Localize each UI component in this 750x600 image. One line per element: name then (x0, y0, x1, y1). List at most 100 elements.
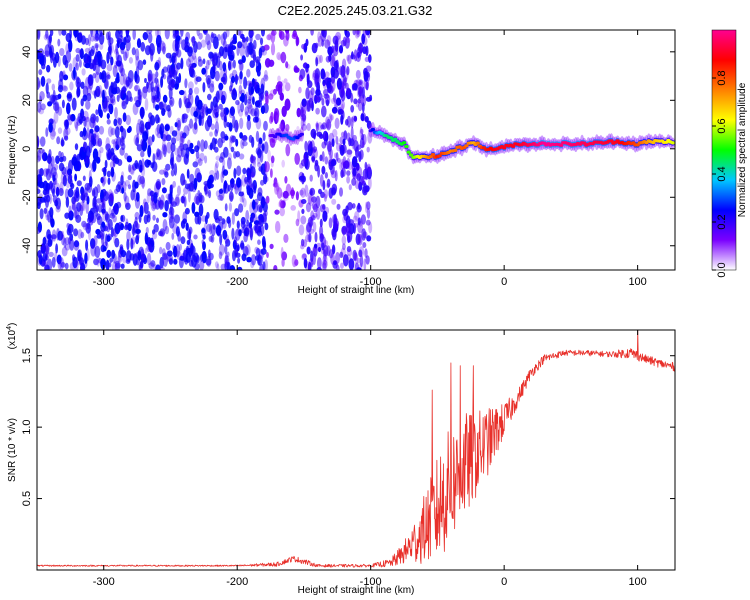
noise-speckle-2 (326, 118, 332, 131)
noise-speckle-2 (331, 198, 337, 205)
noise-speckle-0 (108, 103, 113, 111)
noise-speckle-2 (336, 203, 341, 210)
noise-speckle-0 (130, 238, 134, 250)
noise-speckle-0 (247, 223, 252, 232)
noise-speckle-0 (147, 121, 151, 130)
noise-speckle-0 (185, 31, 191, 41)
noise-speckle-1 (282, 190, 289, 199)
noise-speckle-0 (82, 110, 89, 121)
noise-speckle-0 (41, 149, 46, 161)
noise-speckle-0 (194, 214, 200, 225)
noise-speckle-0 (93, 258, 99, 266)
noise-speckle-0 (171, 197, 175, 206)
noise-speckle-0 (140, 179, 146, 188)
noise-speckle-0 (240, 138, 245, 149)
noise-speckle-0 (239, 195, 243, 203)
noise-speckle-0 (105, 137, 110, 150)
noise-speckle-2 (326, 35, 332, 46)
noise-speckle-2 (324, 39, 331, 49)
noise-speckle-2 (321, 242, 325, 251)
noise-speckle-0 (164, 200, 169, 212)
noise-speckle-0 (125, 79, 130, 88)
noise-speckle-0 (163, 144, 167, 158)
noise-speckle-0 (244, 106, 249, 116)
noise-speckle-2 (356, 46, 362, 58)
noise-speckle-0 (48, 251, 54, 257)
noise-speckle-0 (244, 111, 249, 117)
noise-speckle-0 (95, 64, 100, 76)
noise-speckle-1 (270, 168, 273, 178)
noise-speckle-0 (71, 97, 77, 111)
noise-speckle-0 (51, 94, 57, 105)
noise-speckle-0 (109, 191, 115, 202)
noise-speckle-0 (167, 250, 173, 257)
noise-speckle-0 (39, 136, 46, 147)
noise-speckle-0 (147, 73, 153, 86)
noise-speckle-2 (363, 183, 368, 194)
noise-speckle-0 (173, 163, 178, 176)
spectrogram-x-label: Height of straight line (km) (298, 285, 415, 296)
noise-speckle-0 (113, 232, 116, 244)
noise-speckle-0 (40, 76, 46, 87)
noise-speckle-0 (164, 124, 170, 132)
noise-speckle-0 (245, 210, 250, 222)
noise-speckle-0 (169, 54, 173, 64)
noise-speckle-0 (140, 123, 145, 135)
noise-speckle-0 (42, 236, 47, 245)
snr-multiplier-close: ) (7, 323, 18, 326)
noise-speckle-0 (47, 35, 52, 49)
noise-speckle-2 (308, 232, 312, 243)
noise-speckle-0 (205, 258, 212, 266)
noise-speckle-0 (113, 118, 118, 127)
noise-speckle-0 (197, 158, 203, 167)
noise-speckle-1 (294, 152, 301, 165)
noise-speckle-0 (213, 172, 217, 181)
noise-speckle-0 (106, 74, 111, 80)
noise-speckle-2 (351, 115, 358, 123)
spectrogram-y-axis: -40 -20 0 20 40 (21, 46, 675, 254)
noise-speckle-0 (67, 188, 74, 198)
noise-speckle-0 (52, 195, 58, 204)
noise-speckle-0 (102, 100, 108, 113)
noise-speckle-0 (250, 254, 257, 266)
noise-speckle-0 (83, 141, 86, 153)
noise-speckle-1 (291, 254, 297, 268)
noise-speckle-1 (281, 258, 285, 267)
noise-speckle-0 (132, 102, 139, 116)
noise-speckle-0 (256, 99, 262, 108)
noise-speckle-0 (152, 95, 156, 109)
noise-speckle-0 (64, 212, 70, 219)
noise-speckle-0 (215, 90, 220, 103)
snr-x-tick-label: -100 (360, 576, 382, 588)
noise-speckle-0 (99, 30, 103, 37)
noise-speckle-2 (302, 114, 307, 122)
band-point (388, 136, 394, 140)
noise-speckle-0 (147, 144, 152, 158)
noise-speckle-2 (346, 157, 351, 169)
noise-speckle-0 (106, 63, 113, 72)
noise-speckle-0 (99, 109, 103, 119)
noise-speckle-0 (106, 170, 111, 178)
noise-speckle-0 (179, 243, 182, 251)
noise-speckle-0 (133, 190, 137, 202)
noise-speckle-0 (57, 38, 61, 47)
noise-speckle-2 (342, 138, 346, 146)
spectrogram-y-tick-label: 40 (21, 46, 33, 58)
noise-speckle-0 (225, 107, 229, 115)
colorbar-tick-label: 0.2 (716, 214, 728, 229)
noise-speckle-0 (92, 58, 97, 70)
noise-speckle-0 (55, 155, 60, 164)
noise-speckle-1 (277, 201, 283, 208)
noise-speckle-2 (345, 82, 349, 90)
noise-speckle-0 (84, 76, 91, 90)
noise-speckle-0 (55, 51, 60, 64)
noise-speckle-2 (332, 129, 338, 138)
noise-speckle-0 (192, 123, 198, 135)
noise-speckle-0 (134, 160, 139, 169)
noise-speckle-2 (365, 45, 369, 57)
noise-speckle-0 (91, 135, 95, 148)
noise-speckle-0 (190, 245, 196, 256)
noise-speckle-2 (361, 176, 366, 185)
noise-speckle-0 (107, 35, 111, 47)
